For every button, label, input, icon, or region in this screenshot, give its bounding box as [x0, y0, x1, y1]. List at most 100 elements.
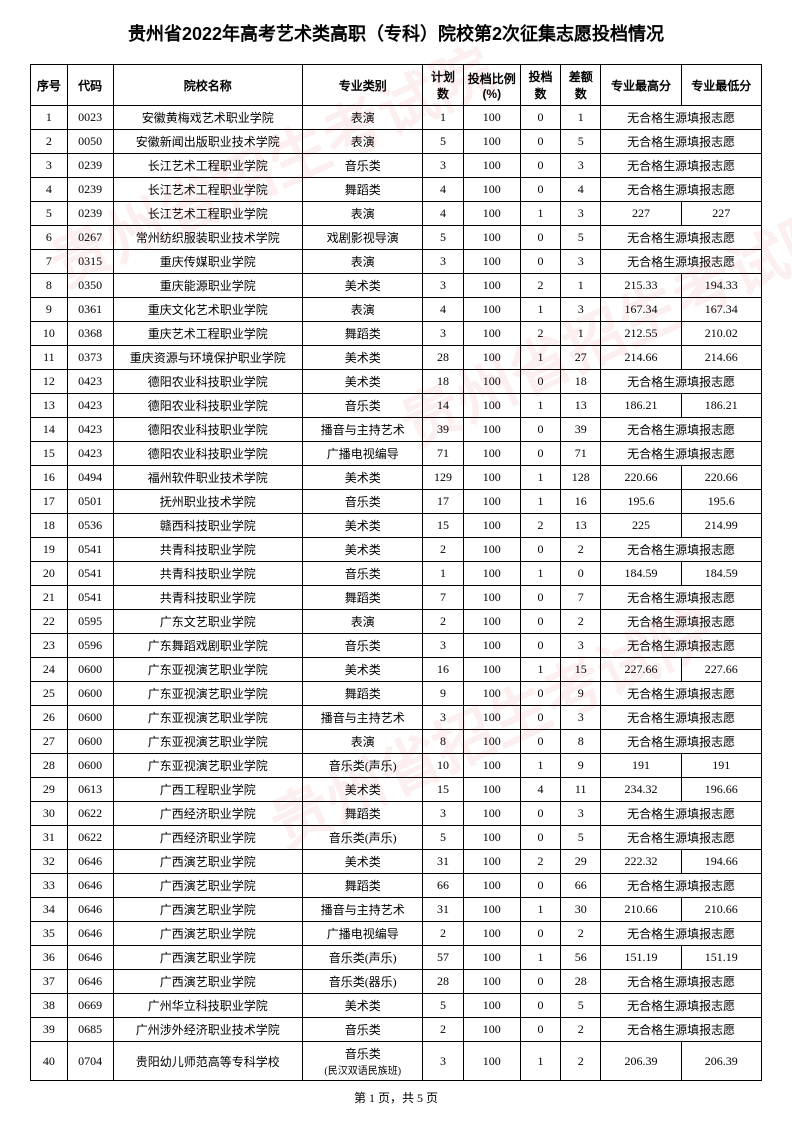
cell-diff: 30 [561, 898, 601, 922]
cell-high: 151.19 [601, 946, 681, 970]
cell-filed: 2 [520, 322, 560, 346]
cell-ratio: 100 [463, 346, 520, 370]
table-row: 10023安徽黄梅戏艺术职业学院表演110001无合格生源填报志愿 [31, 106, 762, 130]
cell-ratio: 100 [463, 802, 520, 826]
cell-ratio: 100 [463, 442, 520, 466]
table-row: 300622广西经济职业学院舞蹈类310003无合格生源填报志愿 [31, 802, 762, 826]
cell-plan: 3 [423, 274, 463, 298]
cell-school: 德阳农业科技职业学院 [113, 370, 302, 394]
cell-filed: 1 [520, 346, 560, 370]
cell-code: 0239 [67, 202, 113, 226]
cell-filed: 0 [520, 154, 560, 178]
table-row: 110373重庆资源与环境保护职业学院美术类28100127214.66214.… [31, 346, 762, 370]
cell-seq: 33 [31, 874, 68, 898]
cell-school: 广东亚视演艺职业学院 [113, 706, 302, 730]
table-row: 310622广西经济职业学院音乐类(声乐)510005无合格生源填报志愿 [31, 826, 762, 850]
cell-code: 0613 [67, 778, 113, 802]
cell-ratio: 100 [463, 538, 520, 562]
cell-ratio: 100 [463, 202, 520, 226]
cell-filed: 1 [520, 898, 560, 922]
cell-ratio: 100 [463, 514, 520, 538]
table-row: 320646广西演艺职业学院美术类31100229222.32194.66 [31, 850, 762, 874]
cell-seq: 18 [31, 514, 68, 538]
cell-seq: 5 [31, 202, 68, 226]
cell-no-qualified: 无合格生源填报志愿 [601, 970, 762, 994]
cell-school: 广西演艺职业学院 [113, 850, 302, 874]
table-row: 140423德阳农业科技职业学院播音与主持艺术39100039无合格生源填报志愿 [31, 418, 762, 442]
cell-diff: 18 [561, 370, 601, 394]
cell-filed: 0 [520, 442, 560, 466]
cell-code: 0050 [67, 130, 113, 154]
cell-filed: 0 [520, 874, 560, 898]
cell-plan: 5 [423, 226, 463, 250]
cell-filed: 2 [520, 850, 560, 874]
cell-major: 舞蹈类 [302, 178, 422, 202]
header-school: 院校名称 [113, 65, 302, 106]
cell-seq: 31 [31, 826, 68, 850]
cell-major: 美术类 [302, 370, 422, 394]
cell-major: 音乐类 [302, 490, 422, 514]
cell-diff: 4 [561, 178, 601, 202]
cell-major: 戏剧影视导演 [302, 226, 422, 250]
cell-school: 重庆艺术工程职业学院 [113, 322, 302, 346]
cell-plan: 5 [423, 994, 463, 1018]
cell-ratio: 100 [463, 130, 520, 154]
cell-seq: 23 [31, 634, 68, 658]
cell-diff: 2 [561, 538, 601, 562]
cell-school: 长江艺术工程职业学院 [113, 178, 302, 202]
cell-filed: 4 [520, 778, 560, 802]
table-row: 120423德阳农业科技职业学院美术类18100018无合格生源填报志愿 [31, 370, 762, 394]
cell-low: 196.66 [681, 778, 761, 802]
cell-ratio: 100 [463, 754, 520, 778]
table-row: 160494福州软件职业技术学院美术类1291001128220.66220.6… [31, 466, 762, 490]
cell-ratio: 100 [463, 826, 520, 850]
cell-school: 长江艺术工程职业学院 [113, 202, 302, 226]
table-row: 330646广西演艺职业学院舞蹈类66100066无合格生源填报志愿 [31, 874, 762, 898]
cell-plan: 3 [423, 250, 463, 274]
cell-ratio: 100 [463, 274, 520, 298]
cell-high: 195.6 [601, 490, 681, 514]
cell-plan: 2 [423, 922, 463, 946]
cell-code: 0669 [67, 994, 113, 1018]
cell-major: 播音与主持艺术 [302, 418, 422, 442]
cell-ratio: 100 [463, 658, 520, 682]
cell-seq: 17 [31, 490, 68, 514]
cell-major: 广播电视编导 [302, 442, 422, 466]
table-row: 170501抚州职业技术学院音乐类17100116195.6195.6 [31, 490, 762, 514]
table-row: 150423德阳农业科技职业学院广播电视编导71100071无合格生源填报志愿 [31, 442, 762, 466]
cell-ratio: 100 [463, 634, 520, 658]
cell-filed: 0 [520, 1018, 560, 1042]
cell-ratio: 100 [463, 370, 520, 394]
cell-seq: 40 [31, 1042, 68, 1081]
cell-seq: 22 [31, 610, 68, 634]
cell-plan: 3 [423, 1042, 463, 1081]
cell-diff: 3 [561, 634, 601, 658]
cell-major: 播音与主持艺术 [302, 898, 422, 922]
cell-school: 广东文艺职业学院 [113, 610, 302, 634]
table-row: 230596广东舞蹈戏剧职业学院音乐类310003无合格生源填报志愿 [31, 634, 762, 658]
cell-diff: 9 [561, 754, 601, 778]
cell-ratio: 100 [463, 850, 520, 874]
cell-low: 191 [681, 754, 761, 778]
cell-diff: 15 [561, 658, 601, 682]
cell-code: 0600 [67, 682, 113, 706]
table-row: 240600广东亚视演艺职业学院美术类16100115227.66227.66 [31, 658, 762, 682]
cell-ratio: 100 [463, 970, 520, 994]
cell-filed: 2 [520, 274, 560, 298]
table-row: 210541共青科技职业学院舞蹈类710007无合格生源填报志愿 [31, 586, 762, 610]
cell-high: 191 [601, 754, 681, 778]
cell-ratio: 100 [463, 706, 520, 730]
table-row: 200541共青科技职业学院音乐类110010184.59184.59 [31, 562, 762, 586]
cell-high: 210.66 [601, 898, 681, 922]
cell-plan: 31 [423, 898, 463, 922]
cell-filed: 0 [520, 922, 560, 946]
cell-filed: 0 [520, 106, 560, 130]
cell-ratio: 100 [463, 898, 520, 922]
cell-major: 音乐类(声乐) [302, 946, 422, 970]
cell-plan: 2 [423, 1018, 463, 1042]
cell-no-qualified: 无合格生源填报志愿 [601, 682, 762, 706]
cell-school: 广州涉外经济职业技术学院 [113, 1018, 302, 1042]
cell-filed: 1 [520, 946, 560, 970]
cell-code: 0646 [67, 946, 113, 970]
header-ratio: 投档比例(%) [463, 65, 520, 106]
